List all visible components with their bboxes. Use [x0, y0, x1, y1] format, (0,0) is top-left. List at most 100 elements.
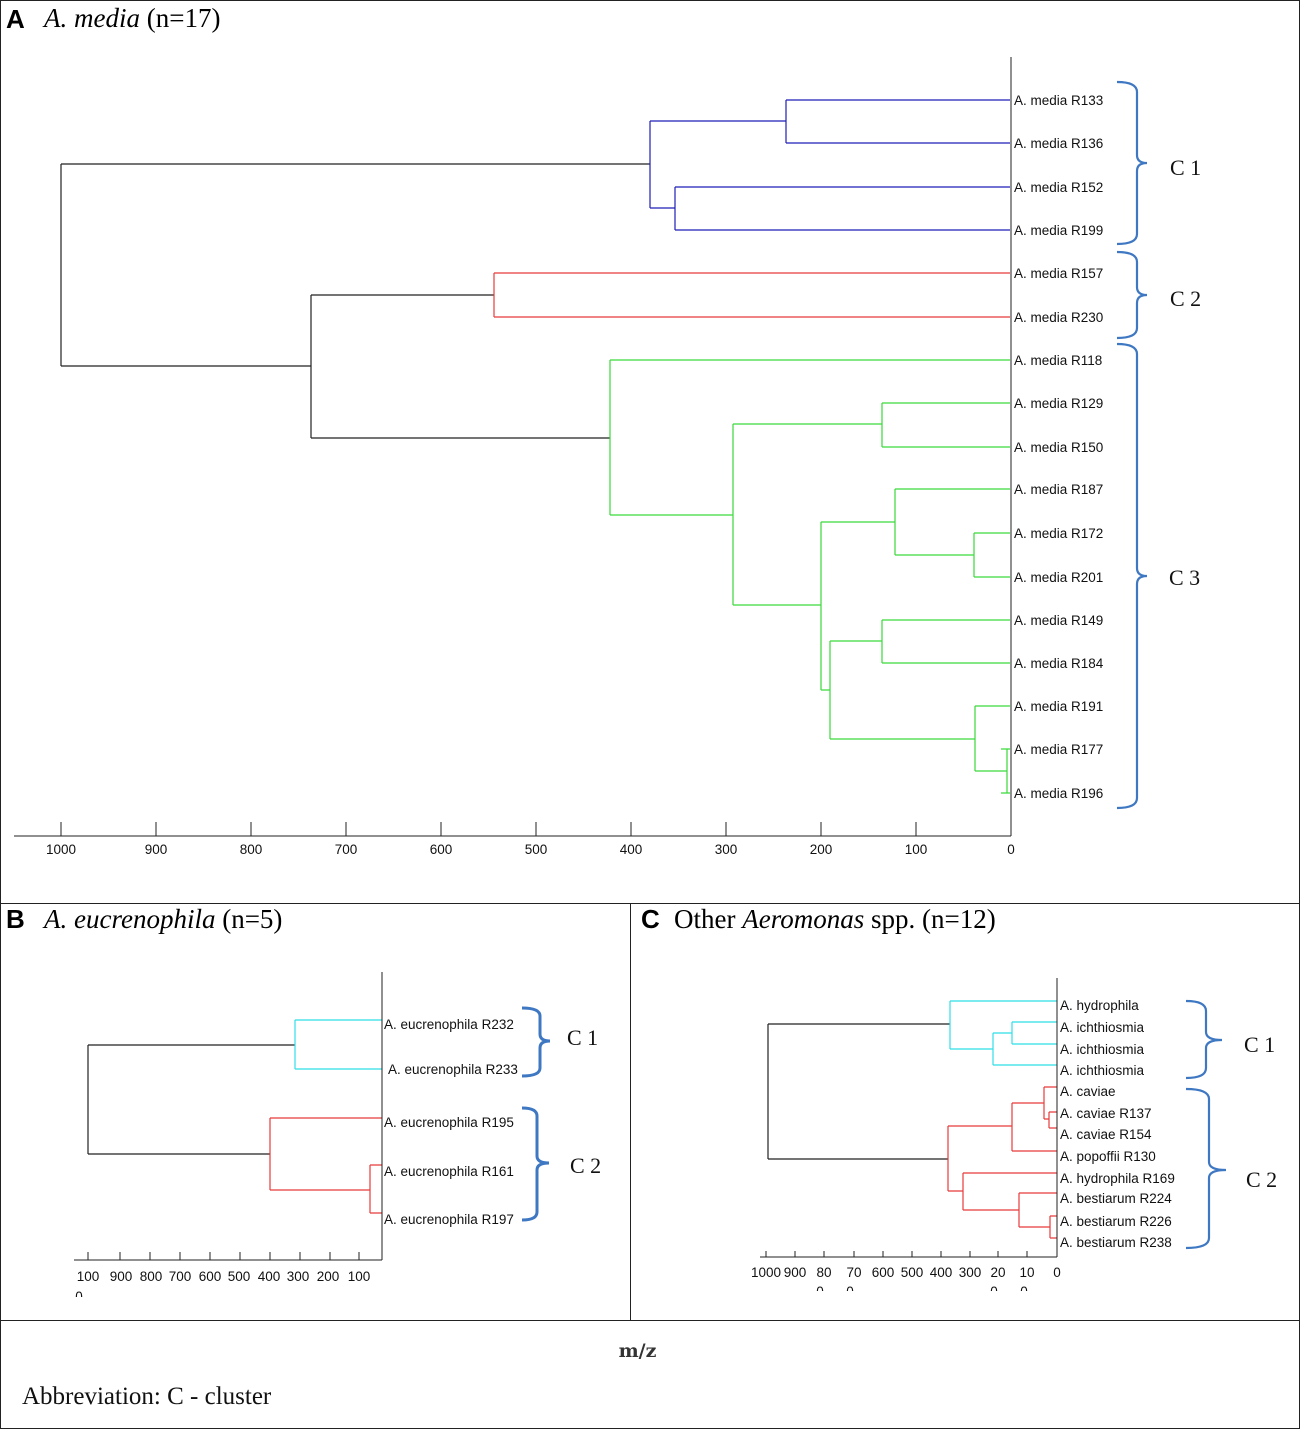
leaf-label-a: A. media R184	[1014, 656, 1104, 671]
leaf-label-a: A. media R118	[1014, 353, 1102, 368]
tick-label-b: 900	[110, 1269, 133, 1284]
leaf-label-a: A. media R187	[1014, 482, 1103, 497]
brace-c-c2	[1185, 1087, 1227, 1250]
tick-label-c: 0	[1053, 1265, 1061, 1280]
leaf-label-a: A. media R177	[1014, 742, 1103, 757]
leaf-label-c: A. hydrophila R169	[1060, 1171, 1175, 1186]
brace-c-c1	[1185, 999, 1223, 1080]
panel-a-title: A. media (n=17)	[44, 2, 220, 34]
tick-label-a: 500	[525, 842, 548, 857]
tick-label-a: 600	[430, 842, 453, 857]
panel-b-title: A. eucrenophila (n=5)	[44, 903, 282, 935]
tick-label-c-cut: 0	[846, 1284, 854, 1299]
panel-c-title-count: spp. (n=12)	[864, 904, 996, 934]
panel-b-title-species: A. eucrenophila	[44, 904, 216, 934]
brace-a-c3	[1116, 342, 1148, 810]
cluster-c1-branches	[649, 99, 1010, 231]
cluster-c-c1-branches	[949, 1000, 1057, 1066]
tick-label-c: 500	[901, 1265, 924, 1280]
tick-label-c: 20	[990, 1265, 1005, 1280]
label-c-c2: C 2	[1246, 1167, 1277, 1192]
tick-label-c: 900	[784, 1265, 807, 1280]
leaf-label-b: A. eucrenophila R232	[384, 1017, 514, 1032]
panel-c-letter: C	[641, 904, 660, 934]
tick-label-a: 700	[335, 842, 358, 857]
cluster-c-c2-branches	[947, 1086, 1057, 1239]
tick-label-b: 400	[258, 1269, 281, 1284]
tick-label-c: 300	[959, 1265, 982, 1280]
leaf-label-a: A. media R201	[1014, 570, 1103, 585]
leaf-label-a: A. media R172	[1014, 526, 1103, 541]
panel-a-title-count: (n=17)	[139, 3, 221, 33]
leaf-label-a: A. media R199	[1014, 223, 1103, 238]
leaf-label-a: A. media R191	[1014, 699, 1103, 714]
tick-label-a: 300	[715, 842, 738, 857]
leaf-label-c: A. caviae	[1060, 1084, 1116, 1099]
tick-label-c: 10	[1019, 1265, 1034, 1280]
tick-label-a: 200	[810, 842, 833, 857]
leaf-label-a: A. media R230	[1014, 310, 1103, 325]
tick-label-b-cut: 0	[75, 1289, 83, 1304]
label-a-c3: C 3	[1169, 565, 1200, 590]
tick-label-b: 100	[348, 1269, 371, 1284]
axis-title-mz: m/z	[618, 1340, 657, 1362]
panel-a-title-species: A. media	[44, 3, 140, 33]
leaf-label-c: A. caviae R154	[1060, 1127, 1152, 1142]
leaf-label-a: A. media R196	[1014, 786, 1103, 801]
leaf-label-c: A. ichthiosmia	[1060, 1063, 1145, 1078]
leaf-label-b: A. eucrenophila R195	[384, 1115, 514, 1130]
leaf-label-a: A. media R133	[1014, 93, 1103, 108]
panel-a-dendrogram: 1000 900 800 700 600 500 400 300 200 100 0 A. medi…	[14, 57, 1201, 857]
tick-label-b: 500	[228, 1269, 251, 1284]
tick-label-a: 900	[145, 842, 168, 857]
leaf-label-b: A. eucrenophila R233	[388, 1062, 518, 1077]
leaf-label-b: A. eucrenophila R197	[384, 1212, 514, 1227]
label-c-c1: C 1	[1244, 1032, 1275, 1057]
tick-label-c: 70	[846, 1265, 861, 1280]
label-b-c1: C 1	[567, 1025, 598, 1050]
tick-label-b: 200	[317, 1269, 340, 1284]
tick-label-b: 700	[169, 1269, 192, 1284]
leaf-label-c: A. bestiarum R224	[1060, 1191, 1172, 1206]
panel-b-title-count: (n=5)	[215, 904, 283, 934]
leaf-label-a: A. media R157	[1014, 266, 1103, 281]
leaf-label-c: A. hydrophila	[1060, 998, 1139, 1013]
label-b-c2: C 2	[570, 1153, 601, 1178]
leaf-label-a: A. media R129	[1014, 396, 1103, 411]
tick-label-a: 100	[905, 842, 928, 857]
tick-label-a: 1000	[46, 842, 76, 857]
root-branch-b	[87, 1044, 295, 1155]
leaf-label-c: A. ichthiosmia	[1060, 1042, 1145, 1057]
leaf-label-a: A. media R136	[1014, 136, 1103, 151]
leaf-label-b: A. eucrenophila R161	[384, 1164, 514, 1179]
leaf-label-c: A. bestiarum R226	[1060, 1214, 1172, 1229]
leaf-label-a: A. media R152	[1014, 180, 1103, 195]
cluster-b-c1-branches	[294, 1019, 382, 1070]
tick-label-a: 0	[1007, 842, 1015, 857]
cluster-c3-branches	[609, 359, 1010, 794]
tick-label-c-clip: 0 0 0 0	[816, 1284, 1028, 1299]
panel-c-title-prefix: Other	[674, 904, 743, 934]
root-branch	[60, 163, 650, 439]
label-a-c2: C 2	[1170, 286, 1201, 311]
tick-label-c-cut: 0	[816, 1284, 824, 1299]
tick-label-b: 100	[77, 1269, 100, 1284]
tick-label-a: 400	[620, 842, 643, 857]
tick-label-b: 300	[287, 1269, 310, 1284]
brace-b-c2	[521, 1106, 550, 1222]
tick-label-c: 600	[872, 1265, 895, 1280]
cluster-b-c2-branches	[269, 1117, 382, 1214]
tick-label-c: 400	[930, 1265, 953, 1280]
tick-label-a: 800	[240, 842, 263, 857]
brace-a-c1	[1116, 80, 1148, 246]
leaf-label-c: A. caviae R137	[1060, 1106, 1152, 1121]
label-a-c1: C 1	[1170, 155, 1201, 180]
tick-label-b-clip: 0	[75, 1289, 83, 1304]
tick-label-c: 80	[816, 1265, 831, 1280]
cluster-c2-branches	[493, 272, 1010, 318]
leaf-label-a: A. media R149	[1014, 613, 1103, 628]
leaf-label-a: A. media R150	[1014, 440, 1103, 455]
tick-label-b: 600	[199, 1269, 222, 1284]
